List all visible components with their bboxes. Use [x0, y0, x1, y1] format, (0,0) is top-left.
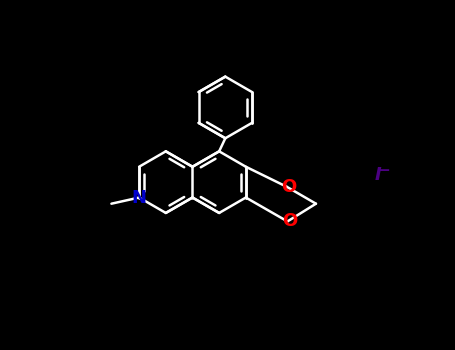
Text: I: I: [374, 166, 381, 184]
Text: −: −: [377, 163, 390, 178]
Text: O: O: [281, 178, 297, 196]
Text: O: O: [282, 212, 298, 230]
Text: N: N: [131, 189, 147, 206]
